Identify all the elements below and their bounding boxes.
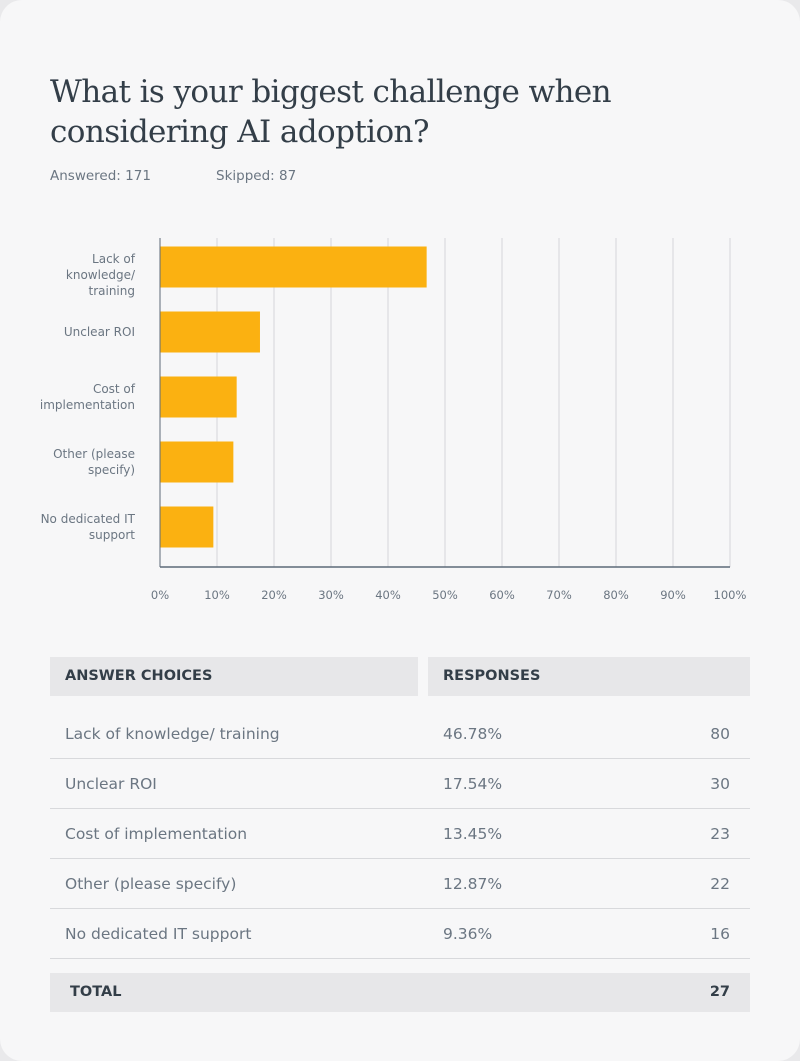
skipped-count: Skipped: 87 bbox=[216, 168, 297, 184]
row-count: 22 bbox=[710, 875, 730, 893]
y-category-label-line: support bbox=[88, 528, 135, 542]
table-row: Unclear ROI 17.54% 30 bbox=[50, 759, 750, 809]
y-category-label-line: implementation bbox=[39, 398, 135, 412]
row-percent: 9.36% bbox=[443, 925, 493, 943]
row-percent: 46.78% bbox=[443, 725, 503, 743]
y-category-label: Unclear ROI bbox=[20, 324, 135, 340]
x-tick-label: 10% bbox=[204, 588, 230, 602]
row-choice: Unclear ROI bbox=[65, 775, 157, 793]
x-tick-label: 0% bbox=[150, 588, 170, 602]
row-count: 16 bbox=[710, 925, 730, 943]
total-row: TOTAL 27 bbox=[50, 973, 750, 1012]
x-tick-label: 60% bbox=[489, 588, 515, 602]
y-category-label-line: Lack of knowledge/ bbox=[65, 252, 135, 282]
row-percent: 17.54% bbox=[443, 775, 503, 793]
x-tick-label: 40% bbox=[375, 588, 401, 602]
y-category-label-line: Other (please bbox=[53, 447, 135, 461]
row-choice: Lack of knowledge/ training bbox=[65, 725, 280, 743]
x-tick-label: 50% bbox=[432, 588, 458, 602]
total-value: 27 bbox=[709, 984, 730, 1000]
y-category-label: Cost of implementation bbox=[20, 381, 135, 413]
row-choice: Other (please specify) bbox=[65, 875, 237, 893]
bar bbox=[160, 506, 214, 548]
y-category-label-line: No dedicated IT bbox=[40, 512, 135, 526]
header-responses: RESPONSES bbox=[428, 657, 750, 696]
row-count: 80 bbox=[710, 725, 730, 743]
bar bbox=[160, 441, 234, 483]
table-header: ANSWER CHOICES RESPONSES bbox=[50, 657, 750, 696]
row-count: 30 bbox=[710, 775, 730, 793]
table-row: Cost of implementation 13.45% 23 bbox=[50, 809, 750, 859]
y-category-label-line: training bbox=[88, 284, 136, 298]
y-category-label-line: specify) bbox=[88, 463, 135, 477]
bar bbox=[160, 311, 260, 353]
table-row: Lack of knowledge/ training 46.78% 80 bbox=[50, 709, 750, 759]
x-tick-label: 20% bbox=[261, 588, 287, 602]
x-tick-label: 30% bbox=[318, 588, 344, 602]
y-category-label-line: Unclear ROI bbox=[63, 325, 135, 339]
row-choice: Cost of implementation bbox=[65, 825, 248, 843]
table-row: Other (please specify) 12.87% 22 bbox=[50, 859, 750, 909]
y-category-label: Other (please specify) bbox=[20, 446, 135, 478]
bar-chart: 0% 10% 20% 30% 40% 50% 60% 70% 80% 90% 100% Lack of… bbox=[0, 220, 800, 620]
answered-count: Answered: 171 bbox=[50, 168, 151, 184]
header-answer-choices: ANSWER CHOICES bbox=[50, 657, 418, 696]
row-choice: No dedicated IT support bbox=[65, 925, 252, 943]
y-category-label: Lack of knowledge/training bbox=[20, 251, 135, 299]
responses-table: ANSWER CHOICES RESPONSES Lack of knowled… bbox=[50, 657, 750, 1012]
x-tick-label: 100% bbox=[713, 588, 747, 602]
question-title: What is your biggest challenge when cons… bbox=[50, 74, 612, 150]
row-percent: 13.45% bbox=[443, 825, 503, 843]
row-percent: 12.87% bbox=[443, 875, 503, 893]
table-body: Lack of knowledge/ training 46.78% 80 Un… bbox=[50, 709, 750, 959]
y-category-label-line: Cost of bbox=[92, 382, 135, 396]
bar-chart-svg bbox=[159, 238, 731, 568]
table-row: No dedicated IT support 9.36% 16 bbox=[50, 909, 750, 959]
x-tick-label: 90% bbox=[660, 588, 686, 602]
total-label: TOTAL bbox=[70, 984, 122, 1000]
y-category-label: No dedicated IT support bbox=[20, 511, 135, 543]
bar bbox=[160, 246, 427, 288]
bar bbox=[160, 376, 237, 418]
x-tick-label: 70% bbox=[546, 588, 572, 602]
x-tick-label: 80% bbox=[603, 588, 629, 602]
row-count: 23 bbox=[710, 825, 730, 843]
